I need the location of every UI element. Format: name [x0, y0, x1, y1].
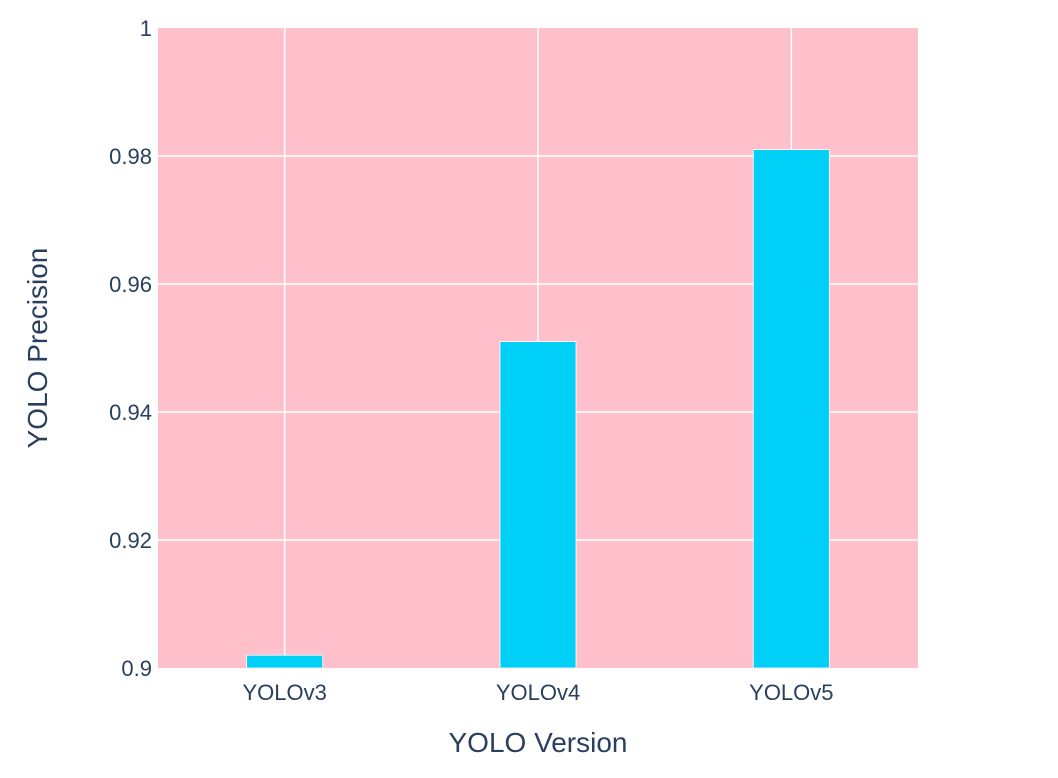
bar-yolov4	[499, 341, 577, 669]
bars	[246, 149, 830, 669]
x-axis-ticks: YOLOv3 YOLOv4 YOLOv5	[242, 680, 833, 705]
y-tick-label: 0.94	[109, 400, 152, 425]
y-tick-label: 0.9	[121, 656, 152, 681]
y-tick-label: 0.92	[109, 528, 152, 553]
x-tick-label: YOLOv5	[749, 680, 833, 705]
y-tick-label: 0.96	[109, 272, 152, 297]
bar-yolov3	[246, 654, 324, 669]
x-tick-label: YOLOv3	[242, 680, 326, 705]
x-axis-title: YOLO Version	[449, 727, 628, 758]
y-tick-label: 1	[140, 16, 152, 41]
bar-yolov5	[752, 149, 830, 669]
y-axis-title: YOLO Precision	[22, 248, 53, 449]
x-tick-label: YOLOv4	[496, 680, 580, 705]
y-tick-label: 0.98	[109, 144, 152, 169]
y-axis-ticks: 0.9 0.92 0.94 0.96 0.98 1	[109, 16, 152, 681]
